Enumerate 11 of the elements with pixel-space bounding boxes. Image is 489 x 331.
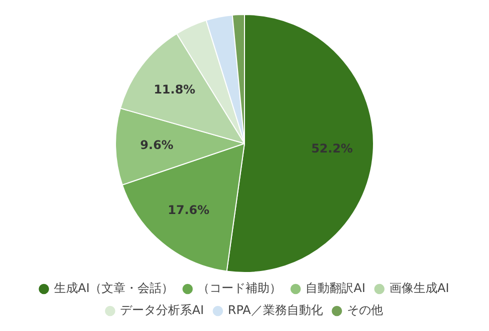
legend-label: 生成AI（文章・会話） [54, 281, 174, 296]
data-label: 9.6% [140, 138, 174, 152]
legend-label: データ分析系AI [120, 303, 204, 318]
data-label: 17.6% [168, 203, 210, 218]
data-label: 11.8% [154, 82, 196, 97]
legend-label: 画像生成AI [389, 281, 450, 296]
legend-label: RPA／業務自動化 [228, 303, 323, 318]
legend-label: 自動翻訳AI [306, 281, 366, 296]
legend-label: （コード補助） [198, 281, 282, 296]
data-label: 52.2% [311, 142, 353, 156]
legend-label: その他 [346, 303, 383, 318]
